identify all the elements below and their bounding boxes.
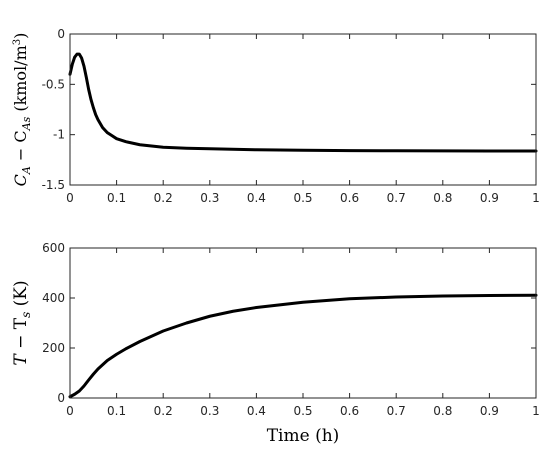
bottom-series-line bbox=[68, 293, 538, 399]
bottom-xtick-label: 0.5 bbox=[293, 404, 312, 418]
top-xtick-label: 0.2 bbox=[154, 191, 173, 205]
bottom-ytick-label: 400 bbox=[42, 291, 65, 305]
bottom-ylabel: T − Ts (K) bbox=[11, 280, 33, 365]
bottom-xtick-label: 0.3 bbox=[200, 404, 219, 418]
bottom-ytick-label: 200 bbox=[42, 341, 65, 355]
bottom-ytick-label: 600 bbox=[42, 241, 65, 255]
bottom-xtick-label: 0.7 bbox=[387, 404, 406, 418]
top-xtick-label: 0.1 bbox=[107, 191, 126, 205]
top-ytick-label: -1.5 bbox=[42, 178, 65, 192]
bottom-xtick-label: 0 bbox=[66, 404, 74, 418]
top-subplot: 0 0.1 0.2 0.3 0.4 0.5 0.6 0.7 0.8 0.9 1-1.5-1-0.50… bbox=[11, 27, 540, 205]
top-xtick-label: 0.6 bbox=[340, 191, 359, 205]
bottom-subplot: 0 0.1 0.2 0.3 0.4 0.5 0.6 0.7 0.8 0.9 10200400600 … bbox=[11, 241, 540, 446]
top-ylabel: CA − CAs (kmol/m3) bbox=[11, 33, 33, 187]
bottom-ytick-label: 0 bbox=[57, 391, 65, 405]
top-xtick-label: 1 bbox=[532, 191, 540, 205]
bottom-xtick-label: 1 bbox=[532, 404, 540, 418]
top-xtick-label: 0.9 bbox=[480, 191, 499, 205]
bottom-axes-frame bbox=[69, 247, 537, 399]
top-ytick-label: 0 bbox=[57, 27, 65, 41]
top-xtick-label: 0.8 bbox=[433, 191, 452, 205]
bottom-xtick-label: 0.1 bbox=[107, 404, 126, 418]
bottom-xtick-label: 0.4 bbox=[247, 404, 266, 418]
top-ytick-label: -1 bbox=[53, 128, 65, 142]
bottom-xtick-label: 0.6 bbox=[340, 404, 359, 418]
bottom-xtick-label: 0.9 bbox=[480, 404, 499, 418]
bottom-xtick-label: 0.8 bbox=[433, 404, 452, 418]
top-xtick-label: 0.4 bbox=[247, 191, 266, 205]
top-xtick-label: 0.5 bbox=[293, 191, 312, 205]
top-axes-frame bbox=[69, 33, 537, 186]
bottom-ticks: 0 0.1 0.2 0.3 0.4 0.5 0.6 0.7 0.8 0.9 1 0 200 400 600 bbox=[42, 241, 540, 418]
top-series-line bbox=[68, 52, 538, 153]
top-ytick-label: -0.5 bbox=[42, 77, 65, 91]
bottom-xlabel: Time (h) bbox=[267, 426, 340, 446]
bottom-xtick-label: 0.2 bbox=[154, 404, 173, 418]
top-ticks: 0 0.1 0.2 0.3 0.4 0.5 0.6 0.7 0.8 0.9 1 -1.5 -1 -0.5 0 bbox=[42, 27, 540, 205]
top-xtick-label: 0 bbox=[66, 191, 74, 205]
top-xtick-label: 0.3 bbox=[200, 191, 219, 205]
top-xtick-label: 0.7 bbox=[387, 191, 406, 205]
